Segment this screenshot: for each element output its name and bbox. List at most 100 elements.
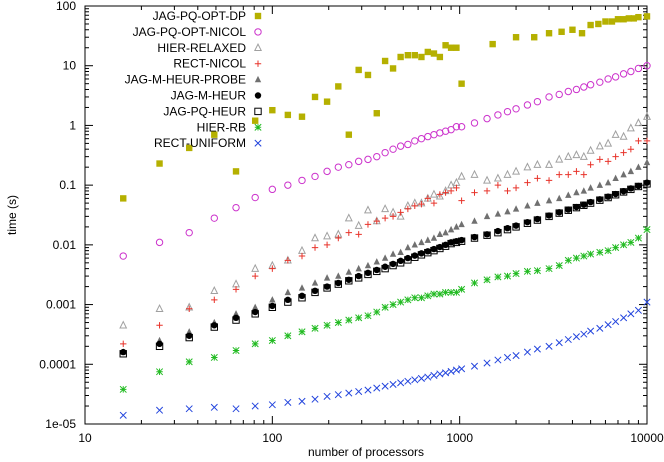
data-point — [587, 250, 595, 258]
data-point — [430, 290, 438, 298]
data-point — [620, 170, 627, 178]
data-point — [389, 260, 397, 268]
data-point — [210, 214, 218, 222]
data-point — [344, 213, 353, 222]
data-point — [211, 296, 218, 304]
data-point — [580, 252, 588, 260]
data-point — [389, 301, 397, 309]
data-point — [604, 138, 613, 147]
data-point — [457, 237, 466, 245]
data-point — [587, 161, 594, 168]
data-point — [435, 191, 444, 200]
data-point — [298, 292, 306, 300]
data-point — [232, 316, 240, 324]
data-point — [211, 322, 218, 329]
data-point — [533, 97, 542, 106]
data-point — [354, 220, 363, 229]
data-point — [297, 245, 307, 254]
y-tick-label: 0.001 — [46, 298, 76, 312]
data-point — [564, 151, 573, 160]
data-point — [284, 298, 292, 306]
legend-label: HIER-RB — [197, 120, 246, 134]
data-point — [586, 199, 595, 207]
data-point — [458, 365, 466, 373]
data-point — [565, 191, 572, 198]
data-point — [643, 158, 651, 166]
data-point — [334, 318, 342, 327]
data-point — [512, 270, 520, 278]
data-point — [531, 34, 538, 41]
data-point — [345, 160, 353, 169]
data-point — [523, 162, 532, 171]
data-point — [355, 264, 362, 272]
data-point — [580, 187, 588, 194]
data-point — [424, 236, 432, 243]
data-point — [447, 187, 455, 195]
data-point — [643, 137, 651, 145]
data-point — [155, 368, 164, 376]
data-point — [424, 195, 432, 202]
data-point — [494, 273, 502, 281]
data-point — [604, 178, 612, 186]
data-point — [436, 191, 444, 198]
data-point — [418, 238, 425, 246]
data-point — [619, 70, 628, 78]
data-point — [373, 110, 380, 117]
data-point — [634, 306, 642, 314]
data-point — [364, 269, 372, 277]
data-point — [381, 214, 389, 222]
data-point — [424, 48, 432, 56]
data-point — [334, 391, 342, 399]
data-point — [596, 78, 604, 86]
data-point — [587, 184, 594, 191]
data-point — [442, 189, 449, 196]
data-point — [627, 185, 635, 192]
data-point — [494, 111, 502, 119]
data-point — [512, 166, 521, 175]
data-point — [608, 18, 616, 25]
data-point — [381, 57, 389, 65]
data-point — [572, 254, 580, 262]
data-point — [494, 356, 502, 364]
data-point — [345, 277, 353, 285]
data-point — [494, 228, 502, 237]
data-point — [470, 119, 479, 127]
legend-marker — [254, 92, 262, 99]
x-tick-label: 100 — [262, 431, 282, 445]
data-point — [457, 171, 466, 180]
data-point — [556, 209, 563, 216]
data-point — [458, 197, 465, 204]
data-point — [596, 248, 604, 256]
data-point — [612, 244, 620, 252]
data-point — [210, 403, 218, 411]
data-point — [453, 184, 460, 192]
data-point — [411, 241, 418, 248]
data-point — [156, 340, 163, 348]
data-point — [611, 129, 620, 138]
data-point — [298, 113, 306, 120]
data-point — [284, 181, 292, 189]
data-point — [470, 362, 479, 370]
data-point — [612, 317, 620, 326]
data-point — [587, 327, 595, 335]
data-point — [418, 250, 425, 257]
legend-marker — [254, 12, 262, 20]
data-point — [580, 201, 588, 208]
data-point — [185, 333, 193, 342]
plot-frame — [84, 5, 648, 425]
series-7 — [119, 226, 651, 393]
data-point — [404, 256, 412, 264]
data-point — [503, 225, 512, 234]
data-point — [185, 358, 193, 366]
data-point — [424, 292, 432, 300]
data-point — [345, 276, 353, 283]
data-point — [643, 298, 651, 306]
legend-label: JAG-M-HEUR-PROBE — [125, 73, 246, 87]
data-point — [572, 333, 580, 341]
data-point — [323, 321, 331, 329]
data-point — [311, 395, 319, 403]
data-point — [396, 259, 405, 267]
data-point — [627, 167, 635, 175]
data-point — [643, 13, 651, 20]
data-point — [364, 312, 372, 320]
